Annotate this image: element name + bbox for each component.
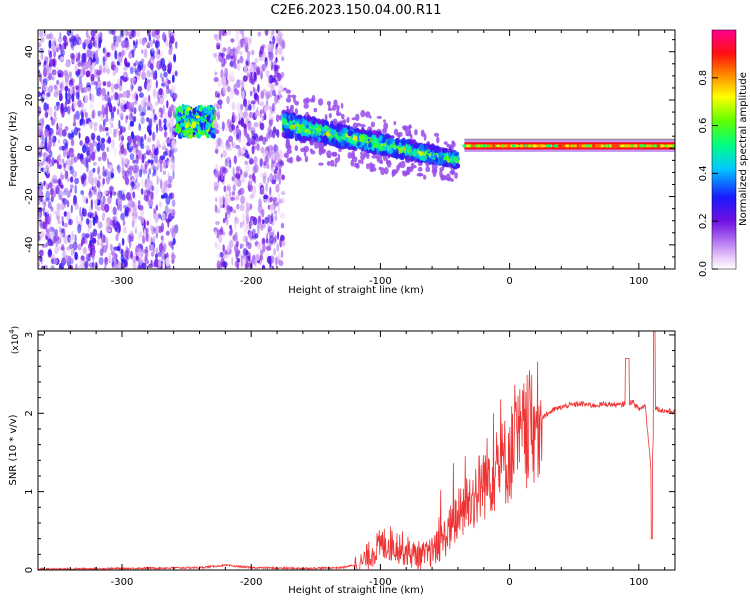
heatmap-region-2 [212, 30, 286, 269]
snr-y-tick-label-3: 3 [24, 332, 35, 338]
snr-x-tick-label-4: 100 [629, 577, 648, 588]
colorbar-ticks: 0.0 0.2 0.4 0.6 0.8 [698, 70, 718, 277]
heatmap-y-tick-label-4: 40 [24, 45, 35, 58]
heatmap-x-tick-label-2: -100 [369, 276, 392, 287]
heatmap-x-tick-label-0: -300 [111, 276, 134, 287]
snr-y-tick-label-0: 0 [24, 567, 35, 573]
heatmap-x-tick-label-1: -200 [240, 276, 263, 287]
colorbar-tick-label-2: 0.4 [698, 165, 709, 181]
colorbar-tick-label-4: 0.8 [698, 70, 709, 86]
snr-y-tick-label-1: 1 [24, 488, 35, 494]
heatmap-region-4 [462, 138, 675, 152]
heatmap-region-1 [174, 103, 217, 140]
snr-axes: -300 -200 -100 0 100 0 1 2 3 [24, 331, 675, 588]
snr-x-tick-label-0: -300 [111, 577, 134, 588]
heatmap-y-tick-label-1: -20 [24, 188, 35, 204]
snr-x-tick-label-1: -200 [240, 577, 263, 588]
snr-series-line [38, 331, 675, 570]
colorbar-tick-label-1: 0.2 [698, 213, 709, 229]
snr-y-multiplier: (x104) [8, 326, 21, 354]
heatmap-cells [38, 30, 675, 269]
heatmap-y-tick-label-3: 20 [24, 94, 35, 107]
colorbar-tick-label-3: 0.6 [698, 118, 709, 134]
snr-panel: -300 -200 -100 0 100 0 1 2 3 Height of straight … [8, 326, 676, 596]
snr-x-tick-label-2: -100 [369, 577, 392, 588]
figure-title: C2E6.2023.150.04.00.R11 [270, 3, 441, 18]
colorbar: 0.0 0.2 0.4 0.6 0.8 Normalized spectral ampl… [698, 29, 749, 277]
heatmap-frame [37, 29, 676, 270]
colorbar-gradient [711, 29, 737, 270]
heatmap-x-tick-label-3: 0 [506, 276, 512, 287]
snr-x-axis-label: Height of straight line (km) [288, 585, 424, 596]
colorbar-label: Normalized spectral amplitude [738, 72, 749, 226]
colorbar-tick-label-0: 0.0 [698, 261, 709, 277]
snr-x-tick-label-3: 0 [506, 577, 512, 588]
snr-frame [37, 330, 676, 571]
heatmap-y-axis-label: Frequency (Hz) [8, 111, 19, 187]
heatmap-region-3 [281, 87, 461, 182]
heatmap-y-tick-label-0: -40 [24, 237, 35, 253]
heatmap-x-tick-label-4: 100 [629, 276, 648, 287]
snr-y-tick-label-2: 2 [24, 410, 35, 416]
heatmap-x-axis-label: Height of straight line (km) [288, 285, 424, 296]
snr-y-axis-label: SNR (10 * v/v) [8, 414, 19, 485]
heatmap-y-tick-label-2: 0 [24, 145, 35, 151]
heatmap-region-0 [38, 30, 179, 269]
